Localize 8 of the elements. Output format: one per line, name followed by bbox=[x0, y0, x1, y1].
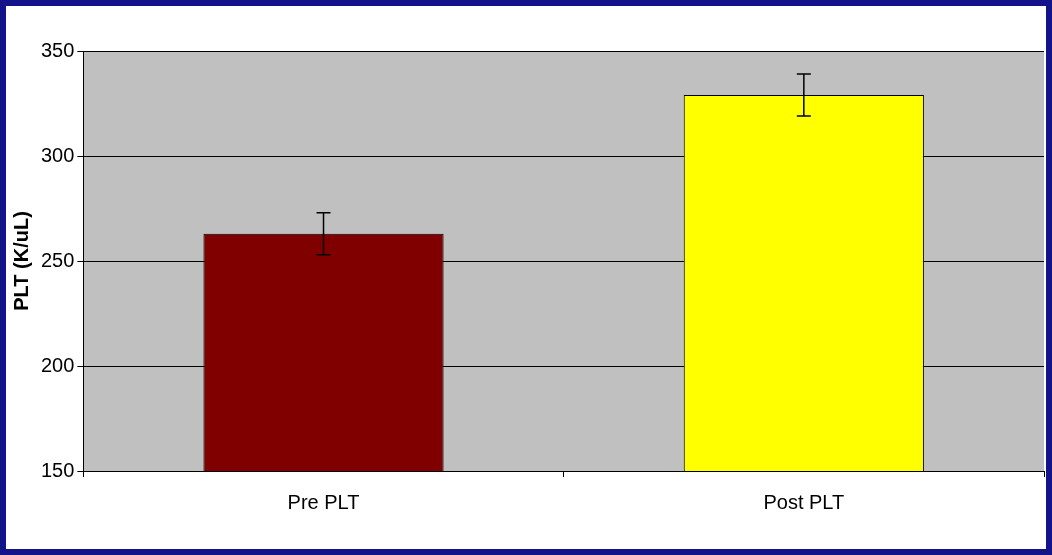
x-tick-label: Post PLT bbox=[763, 490, 845, 513]
y-tick-label: 300 bbox=[40, 143, 75, 166]
x-tick-label: Pre PLT bbox=[287, 490, 360, 513]
y-tick-label: 350 bbox=[40, 38, 75, 61]
y-tick-label: 150 bbox=[40, 458, 75, 481]
y-tick-label: 250 bbox=[40, 248, 75, 271]
y-tick-label: 200 bbox=[40, 353, 75, 376]
y-axis-title: PLT (K/uL) bbox=[9, 211, 32, 311]
